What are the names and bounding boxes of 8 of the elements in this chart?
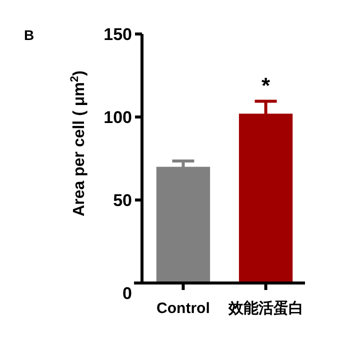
chart-title: B [24,27,34,43]
y-tick-label: 100 [104,108,132,127]
y-tick-label: 50 [113,190,132,210]
annotation: * [262,73,270,98]
y-tick-label: 150 [104,24,132,44]
x-tick-label: 效能活蛋白 [227,300,304,317]
x-tick-label: Control [156,300,210,317]
y-tick-label: 0 [122,284,132,303]
